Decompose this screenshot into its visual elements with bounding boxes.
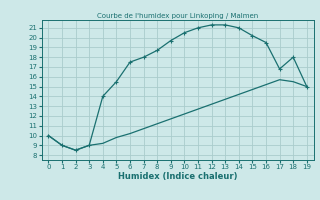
Title: Courbe de l'humidex pour Linkoping / Malmen: Courbe de l'humidex pour Linkoping / Mal… xyxy=(97,13,258,19)
X-axis label: Humidex (Indice chaleur): Humidex (Indice chaleur) xyxy=(118,172,237,181)
